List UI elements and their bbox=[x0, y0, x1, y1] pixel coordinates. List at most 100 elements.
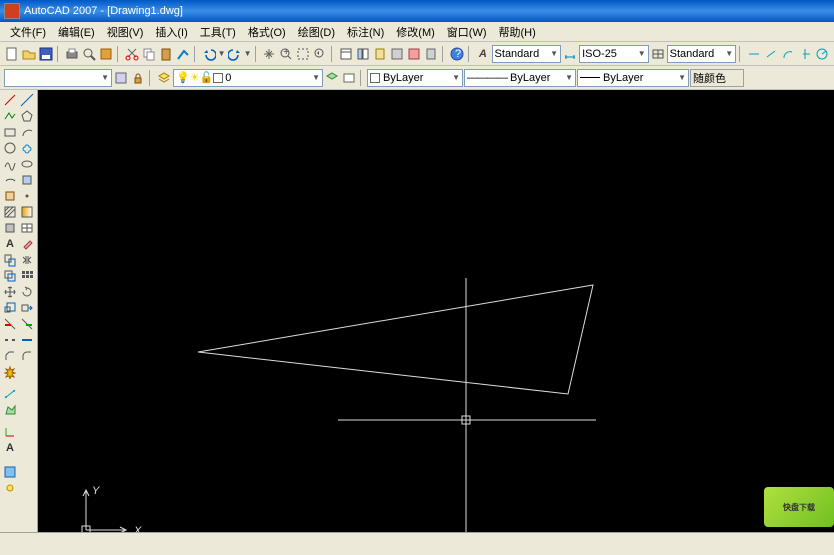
layer-prev-icon[interactable] bbox=[324, 70, 340, 86]
make-block-icon[interactable] bbox=[2, 188, 18, 204]
publish-icon[interactable] bbox=[98, 46, 114, 62]
construction-line-icon[interactable] bbox=[19, 92, 35, 108]
dim-aligned-icon[interactable] bbox=[763, 46, 779, 62]
calc-icon[interactable] bbox=[423, 46, 439, 62]
menu-draw[interactable]: 绘图(D) bbox=[292, 22, 341, 42]
pan-icon[interactable] bbox=[261, 46, 277, 62]
help-icon[interactable]: ? bbox=[449, 46, 465, 62]
workspace-settings-icon[interactable] bbox=[113, 70, 129, 86]
properties-icon[interactable] bbox=[338, 46, 354, 62]
area-icon[interactable] bbox=[2, 402, 18, 418]
copy-tool-icon[interactable] bbox=[2, 252, 18, 268]
match-icon[interactable] bbox=[175, 46, 191, 62]
polygon-icon[interactable] bbox=[19, 108, 35, 124]
explode-icon[interactable] bbox=[2, 364, 18, 380]
hatch-icon[interactable] bbox=[2, 204, 18, 220]
ellipse-icon[interactable] bbox=[19, 156, 35, 172]
dim-ord-icon[interactable] bbox=[797, 46, 813, 62]
dim-linear-icon[interactable] bbox=[746, 46, 762, 62]
new-icon[interactable] bbox=[4, 46, 20, 62]
line-tool-icon[interactable] bbox=[2, 92, 18, 108]
linetype-dropdown[interactable]: ———— ByLayer ▼ bbox=[464, 69, 576, 87]
mirror-icon[interactable] bbox=[19, 252, 35, 268]
polyline-icon[interactable] bbox=[2, 108, 18, 124]
mtext-icon[interactable]: A bbox=[2, 236, 18, 252]
menu-window[interactable]: 窗口(W) bbox=[441, 22, 493, 42]
drawing-canvas[interactable]: X Y bbox=[38, 90, 834, 532]
chamfer-icon[interactable] bbox=[2, 348, 18, 364]
render-icon[interactable] bbox=[2, 464, 18, 480]
text-tool-icon[interactable]: A bbox=[2, 440, 18, 456]
menu-tools[interactable]: 工具(T) bbox=[194, 22, 242, 42]
redo-dropdown-icon[interactable]: ▼ bbox=[244, 49, 252, 58]
toolpalette-icon[interactable] bbox=[389, 46, 405, 62]
rectangle-icon[interactable] bbox=[2, 124, 18, 140]
layer-dropdown[interactable]: 💡 ☀ 🔓 0 ▼ bbox=[173, 69, 323, 87]
copy-icon[interactable] bbox=[141, 46, 157, 62]
cut-icon[interactable] bbox=[124, 46, 140, 62]
dimstyle-dropdown[interactable]: ISO-25▼ bbox=[579, 45, 649, 63]
arc-icon[interactable] bbox=[19, 124, 35, 140]
menu-dimension[interactable]: 标注(N) bbox=[341, 22, 390, 42]
layer-manager-icon[interactable] bbox=[156, 70, 172, 86]
workspace-dropdown[interactable]: ▼ bbox=[4, 69, 112, 87]
rotate-icon[interactable] bbox=[19, 284, 35, 300]
zoom-window-icon[interactable] bbox=[295, 46, 311, 62]
undo-dropdown-icon[interactable]: ▼ bbox=[218, 49, 226, 58]
print-icon[interactable] bbox=[64, 46, 80, 62]
tablestyle-dropdown[interactable]: Standard▼ bbox=[667, 45, 737, 63]
markup-icon[interactable] bbox=[406, 46, 422, 62]
ucs-icon[interactable] bbox=[2, 424, 18, 440]
revcloud-icon[interactable] bbox=[19, 140, 35, 156]
save-icon[interactable] bbox=[38, 46, 54, 62]
dist-icon[interactable] bbox=[2, 386, 18, 402]
menu-insert[interactable]: 插入(I) bbox=[149, 22, 193, 42]
dimstyle-icon[interactable] bbox=[562, 46, 578, 62]
trim-icon[interactable] bbox=[2, 316, 18, 332]
menu-modify[interactable]: 修改(M) bbox=[390, 22, 441, 42]
menu-help[interactable]: 帮助(H) bbox=[493, 22, 542, 42]
workspace-lock-icon[interactable] bbox=[130, 70, 146, 86]
table-icon[interactable] bbox=[19, 220, 35, 236]
textstyle-icon[interactable]: A bbox=[475, 46, 490, 62]
menu-view[interactable]: 视图(V) bbox=[101, 22, 150, 42]
gradient-icon[interactable] bbox=[19, 204, 35, 220]
move-icon[interactable] bbox=[2, 284, 18, 300]
region-icon[interactable] bbox=[2, 220, 18, 236]
layer-states-icon[interactable] bbox=[341, 70, 357, 86]
menu-format[interactable]: 格式(O) bbox=[242, 22, 292, 42]
dim-arc-icon[interactable] bbox=[780, 46, 796, 62]
extend-icon[interactable] bbox=[19, 316, 35, 332]
point-icon[interactable] bbox=[19, 188, 35, 204]
textstyle-dropdown[interactable]: Standard▼ bbox=[492, 45, 562, 63]
offset-icon[interactable] bbox=[2, 268, 18, 284]
insert-block-icon[interactable] bbox=[19, 172, 35, 188]
sheetset-icon[interactable] bbox=[372, 46, 388, 62]
break-icon[interactable] bbox=[2, 332, 18, 348]
designcenter-icon[interactable] bbox=[355, 46, 371, 62]
stretch-icon[interactable] bbox=[19, 300, 35, 316]
menu-file[interactable]: 文件(F) bbox=[4, 22, 52, 42]
menu-edit[interactable]: 编辑(E) bbox=[52, 22, 101, 42]
paste-icon[interactable] bbox=[158, 46, 174, 62]
fillet-icon[interactable] bbox=[19, 348, 35, 364]
dim-radius-icon[interactable] bbox=[814, 46, 830, 62]
join-icon[interactable] bbox=[19, 332, 35, 348]
erase-icon[interactable] bbox=[19, 236, 35, 252]
scale-icon[interactable] bbox=[2, 300, 18, 316]
lineweight-dropdown[interactable]: ByLayer ▼ bbox=[577, 69, 689, 87]
preview-icon[interactable] bbox=[81, 46, 97, 62]
plotstyle-dropdown[interactable]: 随颜色 bbox=[690, 69, 744, 87]
color-dropdown[interactable]: ByLayer ▼ bbox=[367, 69, 463, 87]
spline-icon[interactable] bbox=[2, 156, 18, 172]
ellipse-arc-icon[interactable] bbox=[2, 172, 18, 188]
light-icon[interactable] bbox=[2, 480, 18, 496]
zoom-realtime-icon[interactable]: + bbox=[278, 46, 294, 62]
tablestyle-icon[interactable] bbox=[650, 46, 666, 62]
undo-icon[interactable] bbox=[201, 46, 217, 62]
zoom-prev-icon[interactable] bbox=[312, 46, 328, 62]
redo-icon[interactable] bbox=[227, 46, 243, 62]
circle-icon[interactable] bbox=[2, 140, 18, 156]
open-icon[interactable] bbox=[21, 46, 37, 62]
array-icon[interactable] bbox=[19, 268, 35, 284]
